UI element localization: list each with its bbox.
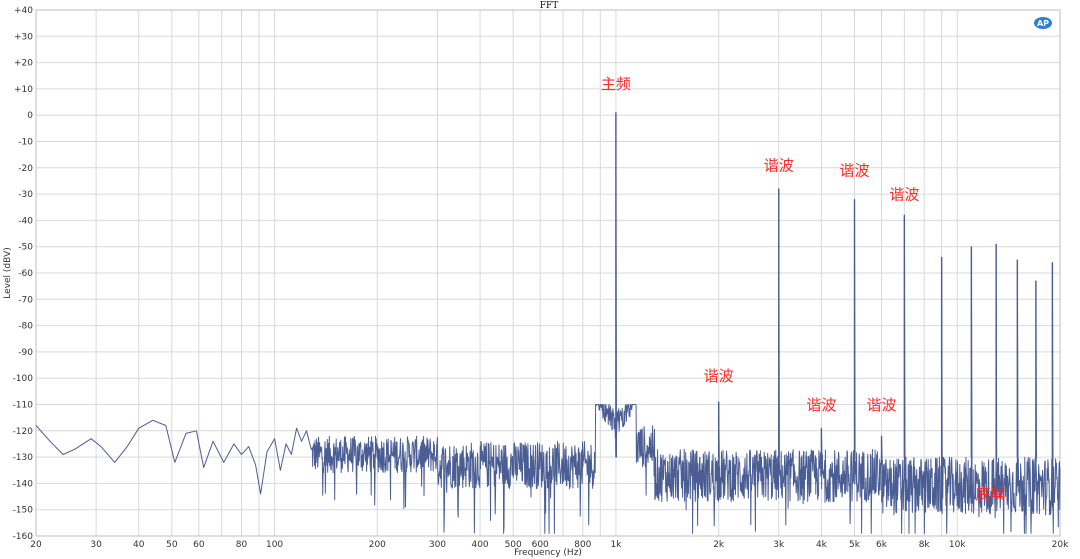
x-tick-label: 500 xyxy=(505,540,522,550)
x-tick-label: 6k xyxy=(876,540,888,550)
y-tick-label: +20 xyxy=(14,59,33,69)
x-tick-label: 40 xyxy=(133,540,145,550)
x-tick-label: 20k xyxy=(1052,540,1069,550)
annotation-label: 谐波 xyxy=(704,367,734,385)
y-tick-label: +10 xyxy=(14,85,33,95)
y-tick-label: -160 xyxy=(13,532,34,542)
y-tick-label: +40 xyxy=(14,6,33,16)
y-tick-label: -60 xyxy=(18,269,33,279)
x-tick-label: 4k xyxy=(816,540,828,550)
y-tick-label: -80 xyxy=(18,322,33,332)
plot-frame xyxy=(35,9,1061,537)
y-tick-label: -70 xyxy=(18,295,33,305)
y-tick-label: -30 xyxy=(18,190,33,200)
y-tick-label: -20 xyxy=(18,164,33,174)
x-tick-label: 3k xyxy=(773,540,785,550)
x-tick-label: 1k xyxy=(610,540,622,550)
x-tick-label: 60 xyxy=(193,540,205,550)
y-axis-ticks: +40 +30 +20 +10 0 -10 -20 -30 -40 -50 -60 -70 -80 -90… xyxy=(13,6,34,542)
annotation-label: 主频 xyxy=(601,75,631,93)
x-tick-label: 2k xyxy=(713,540,725,550)
x-tick-label: 20 xyxy=(30,540,42,550)
fft-trace xyxy=(35,112,1061,534)
y-axis-label: Level (dBV) xyxy=(3,247,13,298)
x-tick-label: 10k xyxy=(949,540,966,550)
x-tick-label: 30 xyxy=(90,540,102,550)
x-tick-label: 100 xyxy=(266,540,283,550)
x-tick-label: 50 xyxy=(166,540,178,550)
annotation-label: 底噪 xyxy=(975,485,1005,503)
x-axis-ticks: 20 30 40 50 60 80 100 200 300 400 500 600 800 1k 2k 3k 4… xyxy=(30,540,1069,550)
annotation-label: 谐波 xyxy=(867,396,897,414)
x-tick-label: 200 xyxy=(369,540,386,550)
svg-text:AP: AP xyxy=(1037,19,1049,28)
y-tick-label: -50 xyxy=(18,243,33,253)
x-tick-label: 600 xyxy=(532,540,549,550)
x-tick-label: 300 xyxy=(429,540,446,550)
y-tick-label: -110 xyxy=(13,401,34,411)
x-tick-label: 400 xyxy=(471,540,488,550)
y-tick-label: -130 xyxy=(13,453,34,463)
y-tick-label: -150 xyxy=(13,506,34,516)
x-tick-label: 5k xyxy=(849,540,861,550)
annotation-label: 谐波 xyxy=(764,156,794,174)
y-tick-label: 0 xyxy=(27,111,33,121)
y-tick-label: -120 xyxy=(13,427,34,437)
y-tick-label: -10 xyxy=(18,138,33,148)
x-tick-label: 800 xyxy=(574,540,591,550)
fft-series-line xyxy=(35,112,1061,534)
y-tick-label: +30 xyxy=(14,32,33,42)
chart-grid xyxy=(35,9,1061,537)
chart-title: FFT xyxy=(540,1,559,11)
x-axis-label: Frequency (Hz) xyxy=(514,548,582,558)
y-tick-label: -140 xyxy=(13,479,34,489)
annotation-label: 谐波 xyxy=(889,185,919,203)
annotation-label: 谐波 xyxy=(806,396,836,414)
y-tick-label: -90 xyxy=(18,348,33,358)
x-tick-label: 8k xyxy=(919,540,931,550)
y-tick-label: -40 xyxy=(18,216,33,226)
x-tick-label: 80 xyxy=(236,540,248,550)
y-tick-label: -100 xyxy=(13,374,34,384)
ap-logo-icon: AP xyxy=(1034,17,1052,29)
annotation-label: 谐波 xyxy=(839,162,869,180)
